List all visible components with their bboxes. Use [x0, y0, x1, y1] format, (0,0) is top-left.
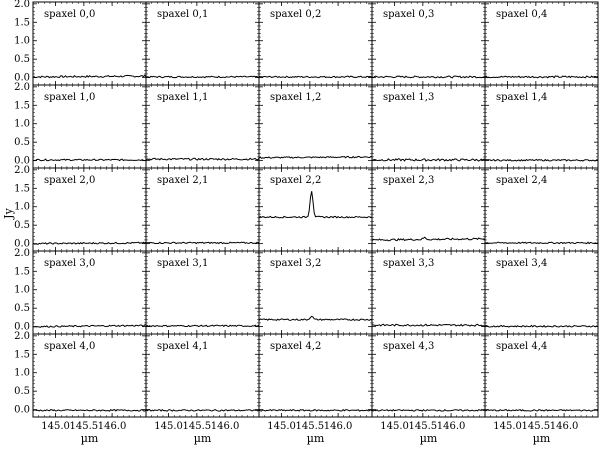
spectrum-line-4-1 [145, 409, 260, 412]
panel-label-1-2: spaxel 1,2 [270, 92, 321, 103]
panel-label-0-4: spaxel 0,4 [496, 9, 547, 20]
xtick-label-0-2: 146.0 [98, 421, 127, 432]
panel-label-4-2: spaxel 4,2 [270, 341, 321, 352]
spectrum-line-1-1 [145, 157, 260, 161]
panel-label-1-4: spaxel 1,4 [496, 92, 547, 103]
ytick-label-3-1: 0.5 [14, 303, 30, 314]
xtick-label-4-2: 146.0 [550, 421, 579, 432]
panel-label-0-1: spaxel 0,1 [157, 9, 208, 20]
xaxis-label-1: µm [194, 432, 212, 445]
panel-label-3-4: spaxel 3,4 [496, 258, 547, 269]
panel-label-4-0: spaxel 4,0 [44, 341, 95, 352]
spectrum-line-2-4 [484, 241, 599, 245]
xtick-label-3-1: 145.5 [409, 421, 438, 432]
ytick-label-2-1: 0.5 [14, 220, 30, 231]
spectrum-line-3-2 [258, 315, 373, 321]
ytick-label-2-3: 1.5 [14, 183, 30, 194]
xtick-label-3-2: 146.0 [437, 421, 466, 432]
ytick-label-1-2: 1.0 [14, 119, 30, 130]
spectrum-line-4-2 [258, 409, 373, 412]
panel-label-3-0: spaxel 3,0 [44, 258, 95, 269]
panel-label-3-3: spaxel 3,3 [383, 258, 434, 269]
spectrum-line-0-0 [32, 74, 147, 79]
xaxis-label-0: µm [81, 432, 99, 445]
panel-label-0-2: spaxel 0,2 [270, 9, 321, 20]
spectrum-line-2-1 [145, 241, 260, 245]
ytick-label-0-4: 2.0 [14, 0, 30, 10]
spectrum-line-1-3 [371, 158, 486, 162]
ytick-label-1-0: 0.0 [14, 156, 30, 167]
panel-label-0-3: spaxel 0,3 [383, 9, 434, 20]
spectrum-line-0-3 [371, 75, 486, 79]
xtick-label-2-2: 146.0 [324, 421, 353, 432]
spectrum-line-3-3 [372, 323, 486, 327]
spectrum-line-2-0 [32, 241, 147, 245]
panel-label-4-3: spaxel 4,3 [383, 341, 434, 352]
spectrum-line-0-2 [258, 75, 373, 79]
panel-label-4-4: spaxel 4,4 [496, 341, 547, 352]
ytick-label-0-3: 1.5 [14, 17, 30, 28]
xtick-label-2-1: 145.5 [296, 421, 325, 432]
panel-label-3-1: spaxel 3,1 [157, 258, 208, 269]
panel-label-2-4: spaxel 2,4 [496, 175, 547, 186]
spectrum-line-3-4 [484, 324, 599, 328]
yaxis-label: Jy [2, 207, 15, 219]
xtick-label-4-0: 145.0 [493, 421, 522, 432]
panel-label-1-0: spaxel 1,0 [44, 92, 95, 103]
xtick-label-2-0: 145.0 [267, 421, 296, 432]
ytick-label-4-0: 0.0 [14, 405, 30, 416]
xtick-label-0-0: 145.0 [41, 421, 70, 432]
xtick-label-0-1: 145.5 [70, 421, 99, 432]
xtick-label-3-0: 145.0 [380, 421, 409, 432]
spectrum-line-3-0 [32, 324, 146, 328]
panel-label-1-1: spaxel 1,1 [157, 92, 208, 103]
spectrum-line-0-1 [145, 75, 260, 79]
xaxis-label-4: µm [533, 432, 551, 445]
ytick-label-3-4: 2.0 [14, 248, 30, 259]
spectrum-line-3-1 [145, 324, 260, 328]
ytick-label-4-3: 1.5 [14, 349, 30, 360]
ytick-label-2-2: 1.0 [14, 202, 30, 213]
xtick-label-1-2: 146.0 [211, 421, 240, 432]
panel-label-2-2: spaxel 2,2 [270, 175, 321, 186]
spectrum-line-4-0 [32, 409, 147, 412]
spectrum-line-0-4 [484, 75, 599, 79]
spectrum-line-4-3 [371, 409, 486, 412]
xaxis-label-2: µm [307, 432, 325, 445]
ytick-label-3-3: 1.5 [14, 266, 30, 277]
panel-label-3-2: spaxel 3,2 [270, 258, 321, 269]
ytick-label-0-2: 1.0 [14, 36, 30, 47]
ytick-label-4-4: 2.0 [14, 331, 30, 342]
panel-label-0-0: spaxel 0,0 [44, 9, 95, 20]
spectrum-line-1-0 [32, 158, 147, 162]
ytick-label-3-0: 0.0 [14, 322, 30, 333]
xaxis-label-3: µm [420, 432, 438, 445]
spectrum-line-1-2 [258, 155, 373, 159]
ytick-label-2-4: 2.0 [14, 165, 30, 176]
spectrum-line-2-3 [371, 236, 486, 242]
xtick-label-1-1: 145.5 [183, 421, 212, 432]
ytick-label-4-1: 0.5 [14, 386, 30, 397]
spectrum-line-2-2 [258, 191, 373, 219]
ytick-label-1-4: 2.0 [14, 82, 30, 93]
panel-label-1-3: spaxel 1,3 [383, 92, 434, 103]
panel-label-2-0: spaxel 2,0 [44, 175, 95, 186]
xtick-label-1-0: 145.0 [154, 421, 183, 432]
ytick-label-0-1: 0.5 [14, 54, 30, 65]
ytick-label-2-0: 0.0 [14, 239, 30, 250]
ytick-label-0-0: 0.0 [14, 73, 30, 84]
ytick-label-4-2: 1.0 [14, 368, 30, 379]
panel-label-4-1: spaxel 4,1 [157, 341, 208, 352]
ytick-label-1-1: 0.5 [14, 137, 30, 148]
panel-label-2-1: spaxel 2,1 [157, 175, 208, 186]
ytick-label-1-3: 1.5 [14, 100, 30, 111]
ytick-label-3-2: 1.0 [14, 285, 30, 296]
xtick-label-4-1: 145.5 [522, 421, 551, 432]
panel-label-2-3: spaxel 2,3 [383, 175, 434, 186]
spectrum-line-1-4 [484, 158, 599, 162]
spectrum-line-4-4 [484, 409, 599, 412]
